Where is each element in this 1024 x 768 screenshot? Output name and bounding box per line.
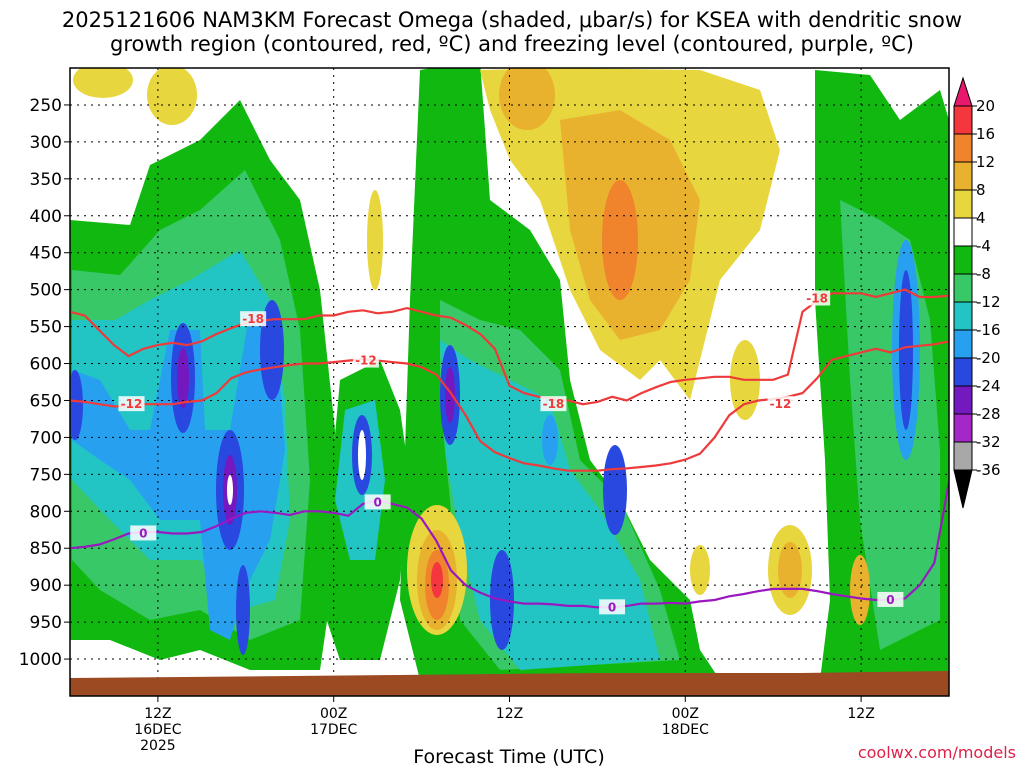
colorbar-swatch bbox=[953, 217, 973, 247]
colorbar-label: -36 bbox=[976, 461, 1001, 479]
x-tick-label: 12Z bbox=[496, 706, 523, 722]
contour-label: 0 bbox=[608, 600, 616, 614]
colorbar-label: 8 bbox=[976, 181, 986, 199]
y-tick-label: 700 bbox=[30, 428, 62, 448]
y-tick-label: 600 bbox=[30, 355, 62, 375]
contour-label-bg bbox=[540, 396, 567, 412]
colorbar-swatch bbox=[953, 273, 973, 303]
credit-text: coolwx.com/models bbox=[858, 743, 1016, 762]
x-tick-label: 00Z bbox=[672, 706, 699, 722]
contour-label: 0 bbox=[139, 526, 147, 540]
y-tick-label: 800 bbox=[30, 502, 62, 522]
colorbar-top-arrow bbox=[953, 76, 973, 107]
colorbar-swatch bbox=[953, 105, 973, 135]
colorbar-label: -24 bbox=[976, 377, 1001, 395]
contour-line--18 bbox=[70, 288, 949, 406]
colorbar-swatch bbox=[953, 329, 973, 359]
contour-label-bg bbox=[877, 591, 904, 607]
contour-label: -18 bbox=[543, 397, 565, 411]
contour-label: 0 bbox=[886, 593, 894, 607]
x-axis-label: Forecast Time (UTC) bbox=[413, 746, 604, 768]
colorbar-bottom-arrow bbox=[953, 469, 973, 509]
contour-label-bg bbox=[118, 396, 145, 412]
contour-line--12 bbox=[70, 340, 949, 472]
contour-label: -12 bbox=[770, 397, 792, 411]
colorbar-label: 4 bbox=[976, 209, 986, 227]
contour-label-bg bbox=[130, 525, 157, 541]
y-tick-label: 750 bbox=[30, 465, 62, 485]
contour-label: -12 bbox=[355, 354, 377, 368]
y-tick-label: 1000 bbox=[19, 650, 62, 670]
contour-label-bg bbox=[767, 396, 794, 412]
colorbar-swatch bbox=[953, 413, 973, 443]
contour-label-bg bbox=[804, 290, 831, 306]
y-tick-label: 250 bbox=[30, 96, 62, 116]
chart-title-line2: growth region (contoured, red, ºC) and f… bbox=[110, 32, 914, 56]
x-tick-label: 18DEC bbox=[662, 722, 709, 738]
colorbar-swatch bbox=[953, 189, 973, 219]
contour-label: -18 bbox=[242, 312, 264, 326]
x-tick-label: 00Z bbox=[320, 706, 347, 722]
contour-label-bg bbox=[352, 352, 379, 368]
y-tick-label: 350 bbox=[30, 170, 62, 190]
x-tick-label: 12Z bbox=[847, 706, 874, 722]
colorbar: 20 16 12 8 4 -4 -8 -12 -16 -20 -24 -28 -32 -36 bbox=[953, 76, 1001, 509]
contour-label: -12 bbox=[121, 397, 143, 411]
y-tick-label: 950 bbox=[30, 613, 62, 633]
y-tick-label: 550 bbox=[30, 318, 62, 338]
x-tick-label: 17DEC bbox=[310, 722, 357, 738]
colorbar-swatch bbox=[953, 441, 973, 471]
ground-terrain bbox=[70, 671, 949, 696]
colorbar-swatch bbox=[953, 301, 973, 331]
colorbar-label: 16 bbox=[976, 125, 995, 143]
colorbar-swatch bbox=[953, 161, 973, 191]
colorbar-label: 20 bbox=[976, 97, 995, 115]
y-tick-label: 400 bbox=[30, 207, 62, 227]
chart-title-line1: 2025121606 NAM3KM Forecast Omega (shaded… bbox=[62, 8, 962, 32]
plot-frame bbox=[69, 67, 950, 697]
colorbar-swatch bbox=[953, 385, 973, 415]
colorbar-swatch bbox=[953, 133, 973, 163]
contour-line-0 bbox=[70, 481, 949, 609]
y-axis-ticks: 250 300 350 400 450 500 550 600 650 700 750 800 850 9… bbox=[19, 96, 70, 670]
colorbar-label: -12 bbox=[976, 293, 1001, 311]
y-tick-label: 900 bbox=[30, 576, 62, 596]
y-tick-label: 450 bbox=[30, 244, 62, 264]
colorbar-label: -28 bbox=[976, 405, 1001, 423]
colorbar-label: -8 bbox=[976, 265, 991, 283]
contour-label-bg bbox=[599, 599, 626, 615]
contour-label: 0 bbox=[373, 495, 381, 509]
colorbar-label: 12 bbox=[976, 153, 995, 171]
contour-label-bg bbox=[240, 311, 267, 327]
omega-shading bbox=[70, 68, 949, 680]
x-tick-label: 2025 bbox=[140, 738, 176, 754]
colorbar-label: -20 bbox=[976, 349, 1001, 367]
x-tick-label: 16DEC bbox=[134, 722, 181, 738]
colorbar-swatch bbox=[953, 357, 973, 387]
contour-label-bg bbox=[364, 494, 391, 510]
omega-region-left-blue bbox=[72, 310, 285, 640]
y-tick-label: 300 bbox=[30, 133, 62, 153]
x-tick-label: 12Z bbox=[144, 706, 171, 722]
y-tick-label: 500 bbox=[30, 281, 62, 301]
y-tick-label: 650 bbox=[30, 391, 62, 411]
colorbar-label: -4 bbox=[976, 237, 991, 255]
contour-label: -18 bbox=[806, 292, 828, 306]
y-tick-label: 850 bbox=[30, 539, 62, 559]
contour-lines: -18 -18 -18 -12 -12 -12 0 0 0 0 bbox=[70, 288, 949, 615]
colorbar-swatch bbox=[953, 245, 973, 275]
colorbar-label: -32 bbox=[976, 433, 1001, 451]
colorbar-label: -16 bbox=[976, 321, 1001, 339]
